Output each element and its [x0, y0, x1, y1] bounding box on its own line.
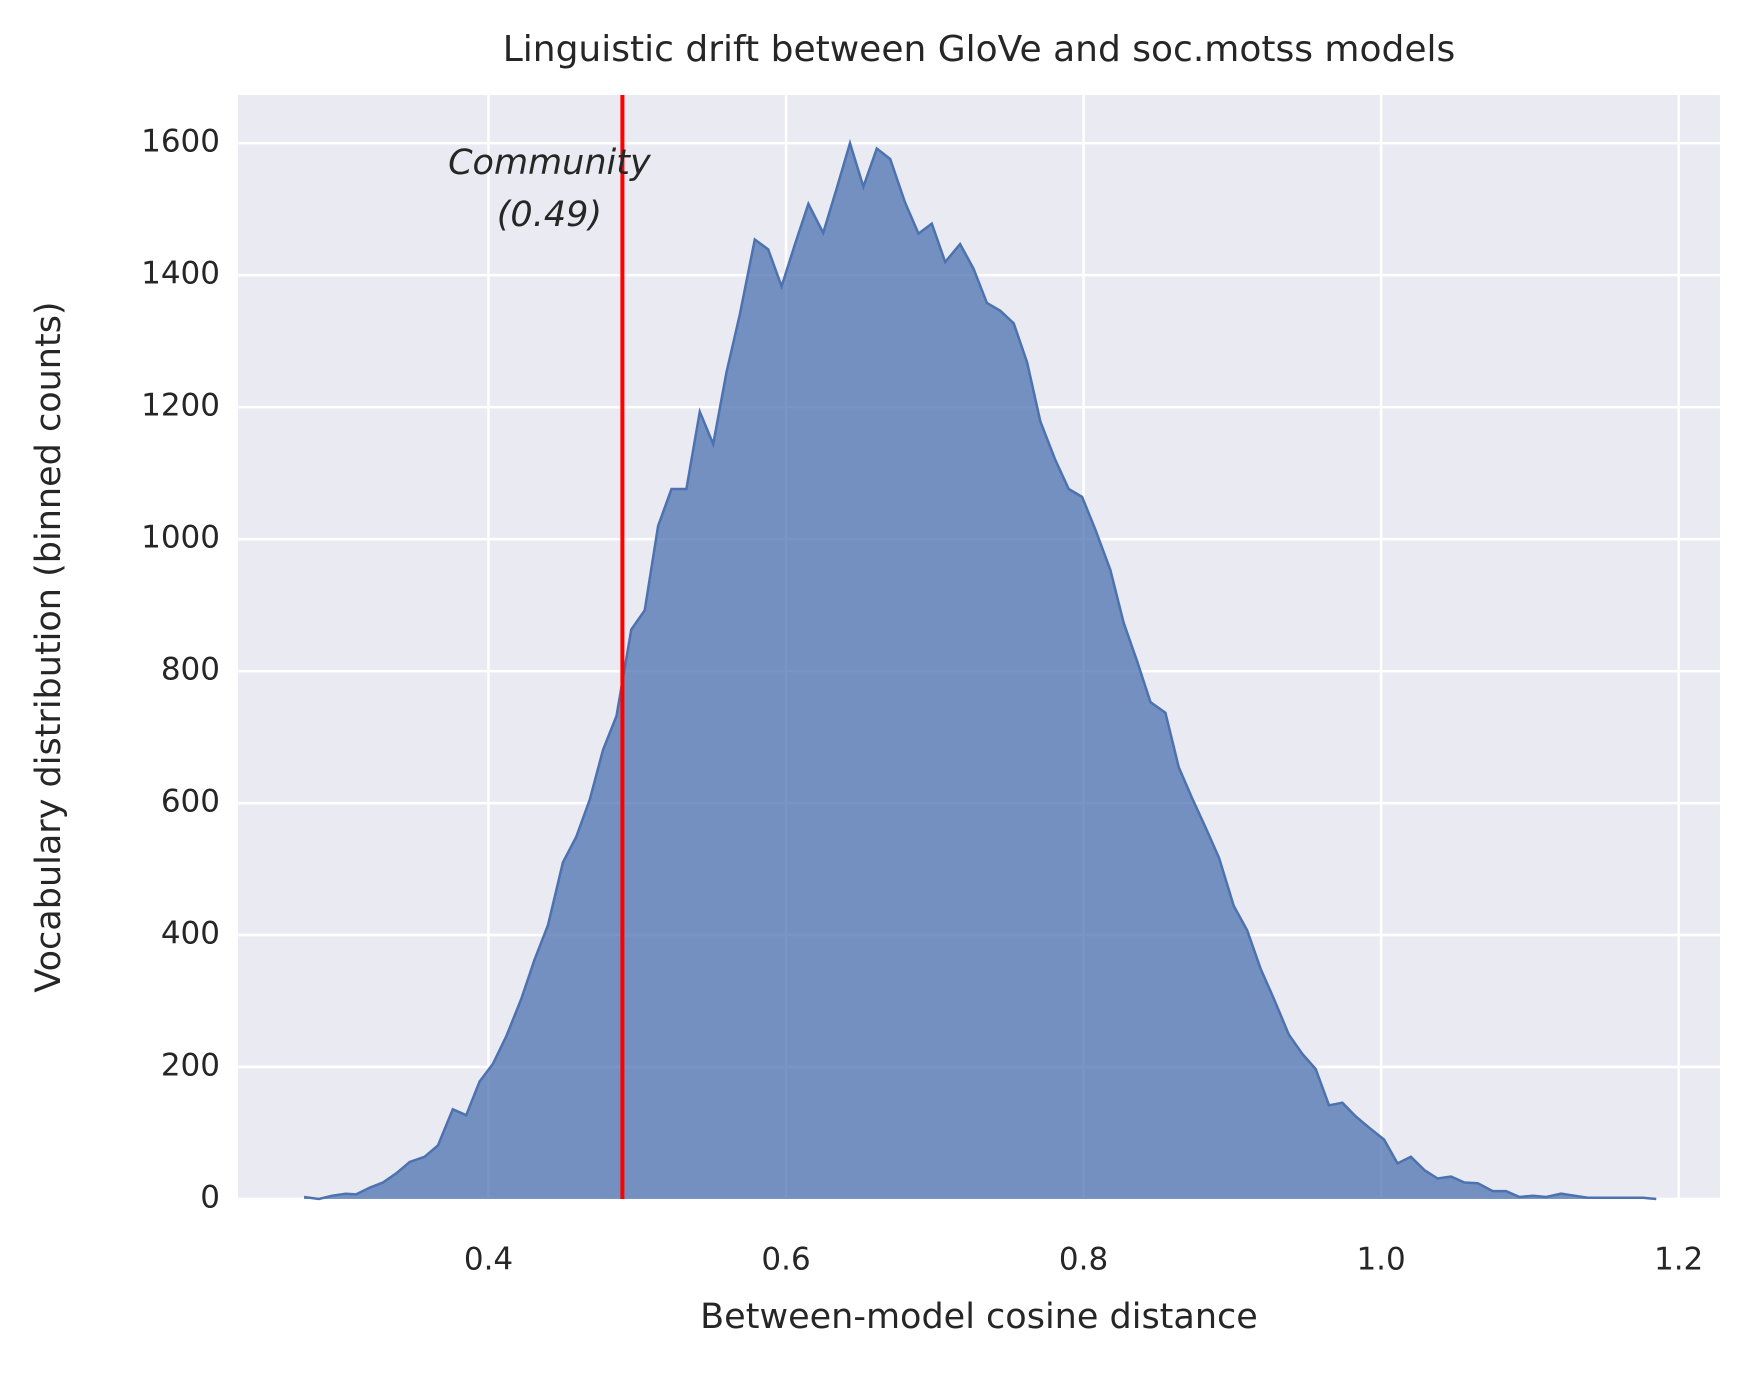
- chart-title: Linguistic drift between GloVe and soc.m…: [503, 29, 1456, 70]
- y-tick-label: 400: [161, 916, 220, 952]
- area-fill: [304, 143, 1657, 1200]
- x-tick-label: 0.6: [761, 1242, 810, 1278]
- y-tick-label: 800: [161, 652, 220, 688]
- x-tick-label: 0.4: [464, 1242, 513, 1278]
- area-line: [303, 138, 1657, 1201]
- x-tick-label: 1.0: [1356, 1242, 1405, 1278]
- y-tick-label: 0: [200, 1180, 220, 1216]
- y-tick-label: 600: [161, 784, 220, 820]
- annotation: Community: [448, 143, 652, 183]
- y-axis-label: Vocabulary distribution (binned counts): [29, 301, 69, 992]
- x-tick-label: 1.2: [1654, 1242, 1703, 1278]
- y-tick-label: 200: [161, 1048, 220, 1084]
- y-tick-label: 1600: [141, 124, 220, 160]
- y-tick-label: 1000: [141, 520, 220, 556]
- x-tick-label: 0.8: [1059, 1242, 1108, 1278]
- y-tick-label: 1200: [141, 388, 220, 424]
- y-tick-label: 1400: [141, 256, 220, 292]
- annotation: (0.49): [497, 195, 602, 235]
- plot: [303, 95, 1657, 1201]
- x-axis-label: Between-model cosine distance: [700, 1297, 1258, 1337]
